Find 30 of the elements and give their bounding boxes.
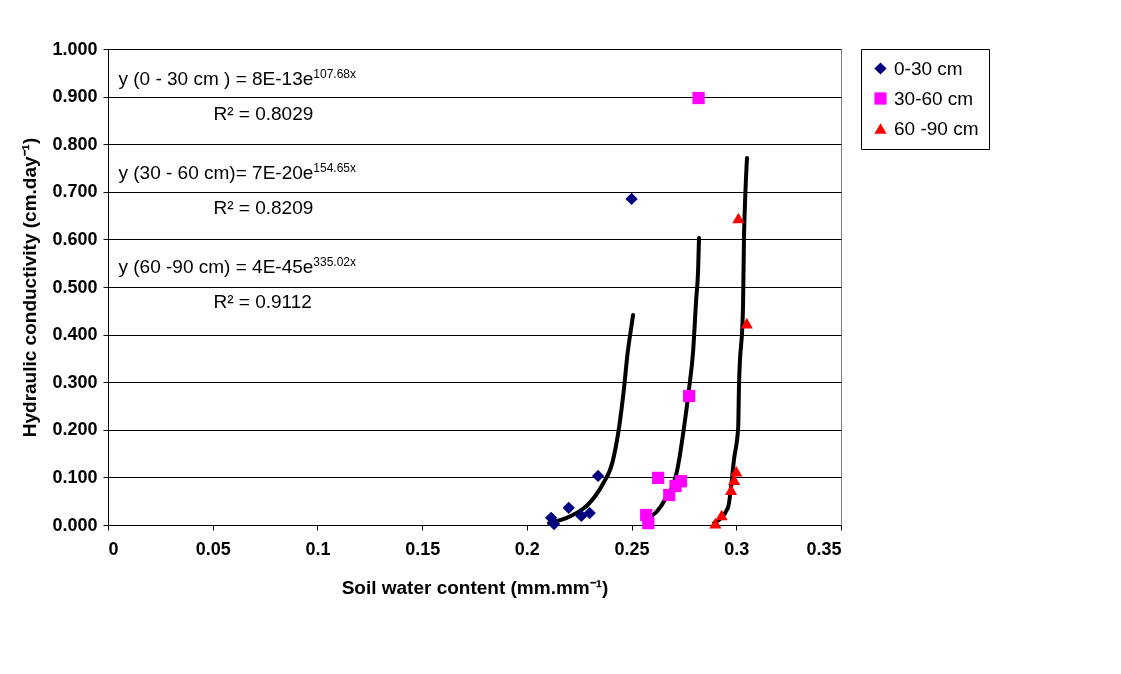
x-tick-label: 0	[108, 538, 119, 559]
annotation: y (0 - 30 cm ) = 8E-13e$^{107.68x}$	[118, 66, 357, 89]
x-axis-title: Soil water content (mm.mm⁻¹)	[341, 576, 609, 598]
x-tick-label: 0.3	[724, 538, 750, 559]
annotation: y (30 - 60 cm)= 7E-20e$^{154.65x}$	[118, 160, 357, 183]
x-tick-label: 0.2	[514, 538, 540, 559]
y-tick-label: 0.600	[52, 228, 98, 249]
y-tick-label: 0.400	[52, 324, 98, 345]
y-tick-label: 1.000	[52, 38, 98, 59]
y-tick-label: 0.900	[52, 86, 98, 107]
annotation: R² = 0.9112	[213, 290, 312, 312]
y-tick-label: 0.100	[52, 466, 98, 487]
legend-label: 0-30 cm	[894, 57, 963, 79]
y-tick-label: 0.000	[52, 514, 98, 535]
x-tick-label: 0.05	[195, 538, 231, 559]
y-tick-label: 0.500	[52, 276, 98, 297]
x-tick-label: 0.35	[806, 538, 842, 559]
y-tick-label: 0.700	[52, 181, 98, 202]
annotation: R² = 0.8209	[213, 196, 314, 218]
x-tick-label: 0.1	[305, 538, 331, 559]
y-axis-title: Hydraulic conductivity (cm.day⁻¹)	[19, 137, 41, 438]
x-tick-label: 0.15	[405, 538, 441, 559]
y-tick-label: 0.200	[52, 419, 98, 440]
legend-label: 30-60 cm	[894, 87, 974, 109]
y-tick-label: 0.800	[52, 133, 98, 154]
annotation: y (60 -90 cm) = 4E-45e$^{335.02x}$	[118, 254, 357, 277]
legend-label: 60 -90 cm	[894, 117, 979, 139]
y-tick-label: 0.300	[52, 371, 98, 392]
x-tick-label: 0.25	[614, 538, 650, 559]
annotation: R² = 0.8029	[213, 102, 314, 124]
